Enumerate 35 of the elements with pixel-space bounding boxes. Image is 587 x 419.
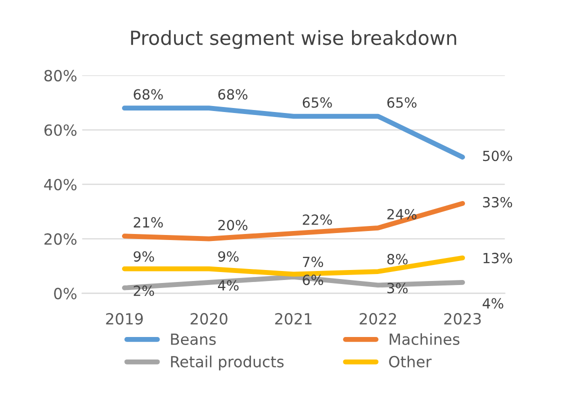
- data-label: 22%: [302, 214, 332, 225]
- x-tick-label: 2021: [275, 313, 312, 325]
- data-label: 8%: [387, 254, 408, 264]
- legend-label: Other: [389, 356, 432, 368]
- y-tick-label: 20%: [44, 233, 76, 245]
- data-label: 68%: [134, 89, 163, 100]
- y-tick-label: 0%: [54, 288, 76, 300]
- data-label: 65%: [302, 97, 332, 108]
- data-label: 9%: [218, 251, 239, 262]
- data-label: 7%: [302, 256, 324, 268]
- legend-label: Beans: [171, 334, 216, 346]
- x-tick-label: 2022: [360, 313, 396, 325]
- data-label: 33%: [483, 196, 512, 208]
- y-tick-label: 40%: [44, 178, 76, 190]
- data-label: 4%: [218, 280, 239, 291]
- data-label: 9%: [134, 251, 154, 262]
- data-label: 3%: [387, 282, 408, 294]
- x-tick-label: 2020: [190, 313, 228, 325]
- legend-label: Retail products: [171, 356, 284, 370]
- x-tick-label: 2023: [444, 313, 481, 325]
- legend-label: Machines: [390, 333, 460, 346]
- data-label: 4%: [482, 298, 504, 309]
- data-label: 50%: [483, 150, 512, 162]
- line-series: [122, 200, 465, 242]
- data-label: 13%: [484, 252, 512, 264]
- y-tick-label: 60%: [44, 124, 76, 136]
- data-label: 21%: [134, 217, 163, 228]
- data-label: 68%: [218, 89, 248, 100]
- data-label: 65%: [387, 97, 416, 108]
- data-label: 24%: [387, 208, 416, 220]
- chart-title: Product segment wise breakdown: [131, 30, 456, 49]
- data-label: 2%: [134, 286, 154, 296]
- x-tick-label: 2019: [106, 313, 143, 325]
- y-tick-label: 80%: [44, 70, 76, 82]
- data-label: 20%: [218, 220, 248, 230]
